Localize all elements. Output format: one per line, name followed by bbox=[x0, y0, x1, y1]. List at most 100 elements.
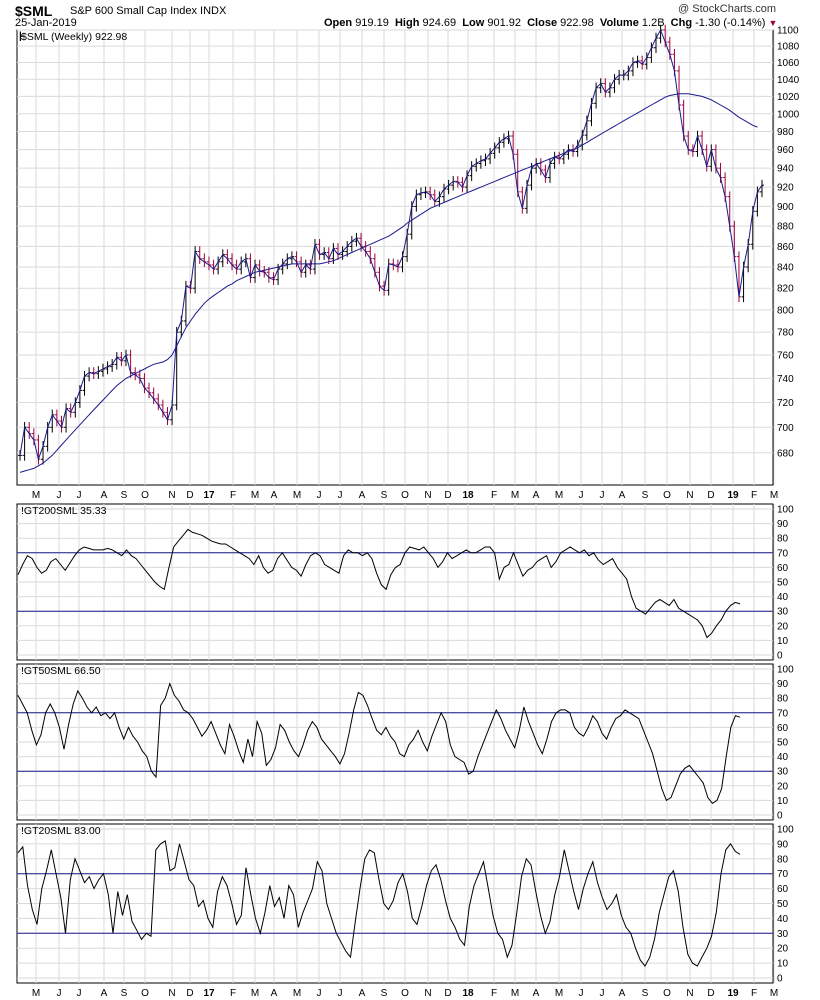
month-tick-label: J bbox=[579, 490, 584, 501]
month-tick-label: F bbox=[230, 988, 236, 999]
price-x-axis: M J J A S O N D 17 F M A M J J A S O N D 18 F M A M J J A S O N D 19 F M bbox=[32, 30, 778, 501]
gt20-tick-label: 0 bbox=[777, 974, 783, 985]
gt50-line bbox=[17, 682, 741, 804]
month-tick-label: N bbox=[168, 988, 175, 999]
open-label: Open bbox=[324, 17, 353, 29]
gt50-panel-title: !GT50SML 66.50 bbox=[21, 665, 101, 677]
price-tick-label: 1020 bbox=[777, 92, 800, 103]
gt20-tick-label: 20 bbox=[777, 944, 789, 955]
month-tick-label: A bbox=[619, 490, 626, 501]
price-tick-label: 780 bbox=[777, 328, 794, 339]
month-tick-label: A bbox=[271, 490, 278, 501]
month-tick-label: 17 bbox=[203, 988, 215, 999]
month-tick-label: N bbox=[424, 988, 431, 999]
gt20-tick-label: 100 bbox=[777, 825, 794, 836]
month-tick-label: J bbox=[338, 490, 343, 501]
gt50-tick-label: 20 bbox=[777, 781, 789, 792]
price-tick-label: 1100 bbox=[777, 26, 799, 37]
month-tick-label: N bbox=[168, 490, 175, 501]
month-tick-label: M bbox=[555, 988, 563, 999]
month-tick-label: S bbox=[121, 490, 128, 501]
month-tick-label: M bbox=[555, 490, 563, 501]
gt50-tick-label: 50 bbox=[777, 738, 789, 749]
gt50-tick-label: 80 bbox=[777, 694, 789, 705]
month-tick-label: A bbox=[101, 490, 108, 501]
gt50-tick-label: 60 bbox=[777, 723, 789, 734]
month-tick-label: J bbox=[317, 988, 322, 999]
low-value: 901.92 bbox=[487, 17, 521, 29]
price-tick-label: 1080 bbox=[777, 42, 800, 53]
month-tick-label: 17 bbox=[203, 490, 215, 501]
month-tick-label: J bbox=[579, 988, 584, 999]
gt20-tick-label: 60 bbox=[777, 884, 789, 895]
gt50-tick-label: 0 bbox=[777, 811, 783, 822]
price-tick-label: 720 bbox=[777, 398, 794, 409]
month-tick-label: M bbox=[511, 988, 519, 999]
symbol-title: $SML bbox=[15, 3, 53, 19]
price-tick-label: 800 bbox=[777, 305, 794, 316]
gt20-line bbox=[17, 840, 741, 968]
ohlc-readout: Open 919.19 High 924.69 Low 901.92 Close… bbox=[324, 17, 777, 29]
index-name: S&P 600 Small Cap Index bbox=[70, 5, 197, 17]
month-tick-label: J bbox=[600, 490, 605, 501]
month-tick-label: J bbox=[338, 988, 343, 999]
gt50-tick-label: 100 bbox=[777, 665, 794, 676]
month-tick-label: F bbox=[751, 988, 757, 999]
month-tick-label: S bbox=[121, 988, 128, 999]
price-tick-label: 980 bbox=[777, 127, 794, 138]
month-tick-label: M bbox=[293, 988, 301, 999]
month-tick-label: S bbox=[381, 490, 388, 501]
month-tick-label: M bbox=[770, 988, 778, 999]
month-tick-label: D bbox=[444, 490, 451, 501]
price-tick-label: 1040 bbox=[777, 75, 800, 86]
gt20-tick-label: 10 bbox=[777, 959, 789, 970]
price-bars bbox=[18, 24, 764, 465]
price-moving-average bbox=[19, 93, 758, 473]
gt50-tick-label: 90 bbox=[777, 679, 789, 690]
price-tick-label: 1000 bbox=[777, 109, 800, 120]
gt200-tick-label: 20 bbox=[777, 621, 789, 632]
price-tick-label: 860 bbox=[777, 242, 794, 253]
gt20-tick-label: 50 bbox=[777, 899, 789, 910]
month-tick-label: O bbox=[141, 988, 149, 999]
exchange-code: INDX bbox=[200, 5, 227, 17]
gt50-tick-label: 70 bbox=[777, 708, 789, 719]
price-tick-label: 700 bbox=[777, 423, 794, 434]
month-tick-label: M bbox=[293, 490, 301, 501]
month-tick-label: A bbox=[359, 490, 366, 501]
month-tick-label: O bbox=[141, 490, 149, 501]
price-tick-label: 920 bbox=[777, 183, 794, 194]
gt200-tick-label: 60 bbox=[777, 563, 789, 574]
month-tick-label: F bbox=[751, 490, 757, 501]
price-tick-label: 900 bbox=[777, 202, 794, 213]
month-tick-label: O bbox=[663, 490, 671, 501]
gt50-tick-label: 30 bbox=[777, 767, 789, 778]
month-tick-label: S bbox=[642, 490, 649, 501]
close-label: Close bbox=[527, 17, 558, 29]
high-value: 924.69 bbox=[422, 17, 457, 29]
month-tick-label: J bbox=[77, 490, 82, 501]
month-tick-label: J bbox=[77, 988, 82, 999]
month-tick-label: A bbox=[359, 988, 366, 999]
price-panel-title: $SML (Weekly) 922.98 bbox=[21, 31, 127, 43]
gt50-tick-label: 40 bbox=[777, 752, 789, 763]
price-tick-label: 740 bbox=[777, 374, 794, 385]
month-tick-label: J bbox=[57, 490, 62, 501]
close-value: 922.98 bbox=[560, 17, 594, 29]
volume-value: 1.2B bbox=[641, 17, 665, 29]
month-tick-label: M bbox=[32, 988, 40, 999]
month-tick-label: A bbox=[533, 490, 540, 501]
price-tick-label: 840 bbox=[777, 263, 794, 274]
gt200-panel-title: !GT200SML 35.33 bbox=[21, 505, 107, 517]
symbol-description: S&P 600 Small Cap Index INDX bbox=[70, 5, 226, 17]
month-tick-label: 19 bbox=[727, 490, 739, 501]
price-tick-label: 680 bbox=[777, 448, 794, 459]
month-tick-label: D bbox=[707, 988, 714, 999]
month-tick-label: N bbox=[424, 490, 431, 501]
month-tick-label: S bbox=[642, 988, 649, 999]
gt200-tick-label: 0 bbox=[777, 651, 783, 662]
month-tick-label: 19 bbox=[727, 988, 739, 999]
month-tick-label: F bbox=[230, 490, 236, 501]
month-tick-label: A bbox=[619, 988, 626, 999]
